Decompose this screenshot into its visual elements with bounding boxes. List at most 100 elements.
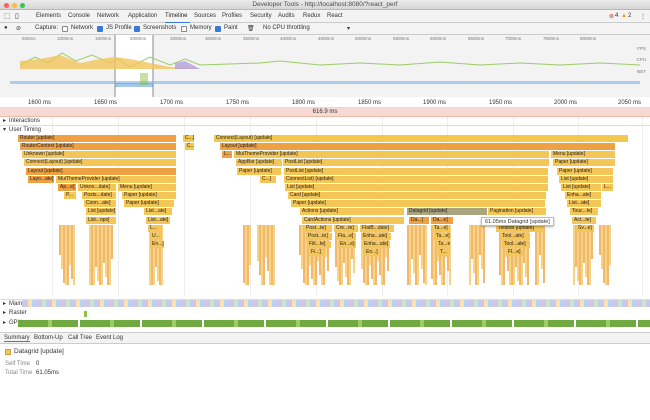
js-profile-checkbox[interactable]: [97, 26, 103, 32]
flame-bar[interactable]: Layo...ate]: [28, 175, 54, 183]
flame-bar[interactable]: List [update]: [285, 183, 548, 191]
flame-bar[interactable]: MuiThemeProvider [update]: [56, 175, 176, 183]
flame-bar[interactable]: ConnectList) [update]: [284, 175, 548, 183]
flame-bar[interactable]: Paper [update]: [237, 167, 281, 175]
flame-bar[interactable]: Tool...ate]: [502, 240, 530, 248]
expand-triangle-icon[interactable]: ▸: [3, 118, 7, 124]
flame-bar[interactable]: Tool...ate]: [500, 232, 530, 240]
zoom-window-button[interactable]: [20, 3, 25, 8]
clear-icon[interactable]: ⊘: [16, 26, 22, 32]
flame-bar[interactable]: T...: [438, 249, 450, 257]
flame-bar[interactable]: Da...]: [409, 216, 429, 224]
flame-bar[interactable]: Router [update]: [18, 135, 176, 142]
warning-count[interactable]: 2: [628, 13, 632, 19]
flame-bar[interactable]: Pagination [update]: [488, 208, 546, 216]
flame-bar[interactable]: Toolbar [update]: [496, 224, 544, 232]
flame-bar[interactable]: Paper [update]: [553, 159, 615, 167]
user-timing-track[interactable]: ▾ User Timing: [0, 126, 650, 135]
flame-bar[interactable]: Cre...te]: [334, 224, 358, 232]
flame-bar[interactable]: Card [update]: [288, 192, 546, 200]
flame-bar[interactable]: Act...te]: [572, 216, 596, 224]
flame-bar[interactable]: Enha...ate]: [565, 192, 601, 200]
tab-application[interactable]: Application: [128, 13, 158, 19]
flame-bar[interactable]: Conn...ate]: [84, 200, 116, 208]
screenshots-checkbox[interactable]: [134, 26, 140, 32]
flame-bar[interactable]: Paper [update]: [557, 167, 613, 175]
tab-bottom-up[interactable]: Bottom-Up: [34, 335, 63, 341]
flame-bar[interactable]: Touc...te]: [570, 208, 598, 216]
flame-chart[interactable]: Router [update] C...] Connect(Layout) [upd…: [0, 135, 650, 295]
raster-activity[interactable]: [84, 311, 87, 317]
flame-bar[interactable]: List...ate]: [146, 216, 170, 224]
flame-bar[interactable]: Datagrid [update]: [407, 208, 487, 216]
flame-bar[interactable]: Fla...e]: [336, 232, 356, 240]
flame-bar[interactable]: PostList [update]: [284, 167, 548, 175]
flame-bar[interactable]: Ap...e]: [58, 183, 76, 191]
flame-bar[interactable]: Unknown [update]: [22, 151, 176, 159]
minimize-window-button[interactable]: [12, 3, 17, 8]
flame-bar[interactable]: C...]: [260, 175, 276, 183]
tab-react[interactable]: React: [327, 13, 343, 19]
flame-bar[interactable]: Ta...e]: [434, 232, 450, 240]
collapse-triangle-icon[interactable]: ▾: [3, 127, 7, 133]
flame-bar[interactable]: Sv...e]: [576, 224, 594, 232]
flame-bar[interactable]: Unkno...date]: [78, 183, 116, 191]
flame-bar[interactable]: L...: [602, 183, 613, 191]
trash-icon[interactable]: 🗑: [247, 26, 255, 32]
flame-bar[interactable]: Post...te]: [306, 232, 332, 240]
flame-bar[interactable]: Paper [update]: [291, 200, 545, 208]
tab-audits[interactable]: Audits: [278, 13, 295, 19]
flame-bar[interactable]: Enha...ate]: [362, 240, 390, 248]
flame-bar[interactable]: Layout [update]: [220, 143, 615, 151]
flame-bar[interactable]: En...]: [150, 240, 164, 248]
flame-bar[interactable]: Paper [update]: [124, 200, 174, 208]
flame-bar[interactable]: AppBar [update]: [236, 159, 282, 167]
flame-bar[interactable]: MuiThemeProvider [update]: [234, 151, 549, 159]
flame-bar[interactable]: Da...e]: [431, 216, 453, 224]
close-window-button[interactable]: [4, 3, 9, 8]
tab-elements[interactable]: Elements: [36, 13, 62, 19]
flame-bar[interactable]: List...ate]: [144, 208, 172, 216]
raster-track[interactable]: ▸ Raster: [0, 309, 650, 318]
tab-console[interactable]: Console: [68, 13, 91, 19]
flame-bar[interactable]: Actions [update]: [300, 208, 404, 216]
flame-bar[interactable]: Fi...]: [309, 249, 325, 257]
expand-triangle-icon[interactable]: ▸: [3, 310, 7, 316]
gpu-track[interactable]: ▸ GPU: [0, 319, 650, 328]
flame-bar[interactable]: Ta...e]: [436, 240, 450, 248]
tab-summary[interactable]: Summary: [4, 335, 30, 342]
flame-bar[interactable]: List [update]: [561, 183, 601, 191]
gpu-activity[interactable]: [18, 320, 650, 327]
flame-bar[interactable]: Enha...ate]: [361, 232, 391, 240]
flame-bar[interactable]: List...ops]: [86, 216, 116, 224]
tab-security[interactable]: Security: [250, 13, 272, 19]
paint-checkbox[interactable]: [215, 26, 221, 32]
error-count[interactable]: 4: [615, 13, 619, 19]
record-icon[interactable]: ●: [4, 25, 8, 31]
main-thread-activity[interactable]: [22, 300, 650, 307]
flame-bar[interactable]: List [update]: [86, 208, 116, 216]
flame-bar[interactable]: Fl...e]: [506, 249, 524, 257]
network-checkbox[interactable]: [62, 26, 68, 32]
tab-profiles[interactable]: Profiles: [222, 13, 243, 19]
flame-bar[interactable]: PostList [update]: [283, 159, 549, 167]
chevron-down-icon[interactable]: ▾: [347, 26, 351, 32]
flame-bar[interactable]: P...: [64, 192, 76, 200]
flame-bar[interactable]: En...]: [364, 249, 380, 257]
flame-bar[interactable]: Menu [update]: [551, 151, 615, 159]
expand-triangle-icon[interactable]: ▸: [3, 301, 7, 307]
tab-redux[interactable]: Redux: [303, 13, 321, 19]
inspect-element-icon[interactable]: ⬚: [4, 13, 11, 20]
tab-sources[interactable]: Sources: [194, 13, 217, 19]
more-options-icon[interactable]: ⋮: [640, 14, 646, 20]
flame-bar[interactable]: CardActions [update]: [302, 216, 404, 224]
expand-triangle-icon[interactable]: ▸: [3, 320, 7, 326]
flame-bar[interactable]: Connect(Layout) [update]: [24, 159, 176, 167]
flame-bar[interactable]: En...e]: [338, 240, 356, 248]
flame-bar[interactable]: List [update]: [559, 175, 613, 183]
flame-bar[interactable]: Ta...e]: [432, 224, 450, 232]
device-mode-icon[interactable]: ▯: [15, 13, 19, 20]
flame-bar[interactable]: L...: [148, 224, 162, 232]
tab-call-tree[interactable]: Call Tree: [68, 335, 93, 341]
interactions-track[interactable]: ▸ Interactions: [0, 117, 650, 126]
